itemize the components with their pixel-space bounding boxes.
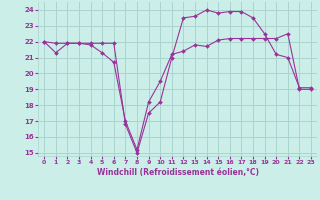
- X-axis label: Windchill (Refroidissement éolien,°C): Windchill (Refroidissement éolien,°C): [97, 168, 259, 177]
